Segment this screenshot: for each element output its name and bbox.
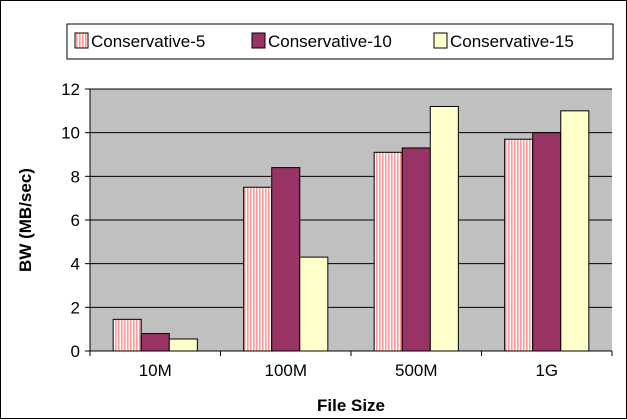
bar-conservative-10-1g	[532, 132, 562, 352]
y-tick-label: 2	[71, 298, 80, 317]
legend-swatch-conservative-5	[74, 32, 89, 49]
y-tick-label: 4	[71, 255, 80, 274]
y-tick-label: 10	[61, 124, 80, 143]
x-tick-label: 100M	[264, 361, 307, 380]
legend-swatch-conservative-15	[433, 32, 448, 49]
bar-conservative-10-500m	[401, 147, 431, 352]
bar-conservative-5-1g	[504, 138, 534, 352]
legend-box	[66, 23, 614, 60]
legend: Conservative-5 Conservative-10 Conservat…	[66, 23, 614, 60]
bar-conservative-5-100m	[243, 186, 273, 352]
legend-swatch-conservative-10	[251, 32, 266, 49]
bar-conservative-15-1g	[560, 110, 590, 352]
y-tick-label: 8	[71, 167, 80, 186]
x-tick-label: 500M	[395, 361, 438, 380]
x-tick-label: 1G	[535, 361, 558, 380]
bar-conservative-5-500m	[373, 151, 403, 352]
legend-label-conservative-15: Conservative-15	[450, 32, 574, 51]
bar-conservative-15-100m	[299, 256, 329, 352]
legend-label-conservative-5: Conservative-5	[91, 32, 205, 51]
bar-conservative-10-100m	[271, 167, 301, 352]
x-axis-title: File Size	[317, 396, 385, 415]
y-axis-title: BW (MB/sec)	[16, 168, 35, 272]
y-tick-label: 0	[71, 342, 80, 361]
legend-label-conservative-10: Conservative-10	[268, 32, 392, 51]
y-tick-label: 12	[61, 80, 80, 99]
bar-conservative-15-10m	[168, 338, 198, 352]
x-axis-ticks: 10M 100M 500M 1G	[89, 351, 613, 380]
y-tick-label: 6	[71, 211, 80, 230]
bar-conservative-5-10m	[112, 318, 142, 352]
bar-conservative-10-10m	[140, 333, 170, 352]
bar-conservative-15-500m	[429, 105, 459, 352]
y-axis-ticks: 0 2 4 6 8 10 12	[61, 80, 90, 361]
bars	[112, 105, 590, 352]
x-tick-label: 10M	[139, 361, 172, 380]
